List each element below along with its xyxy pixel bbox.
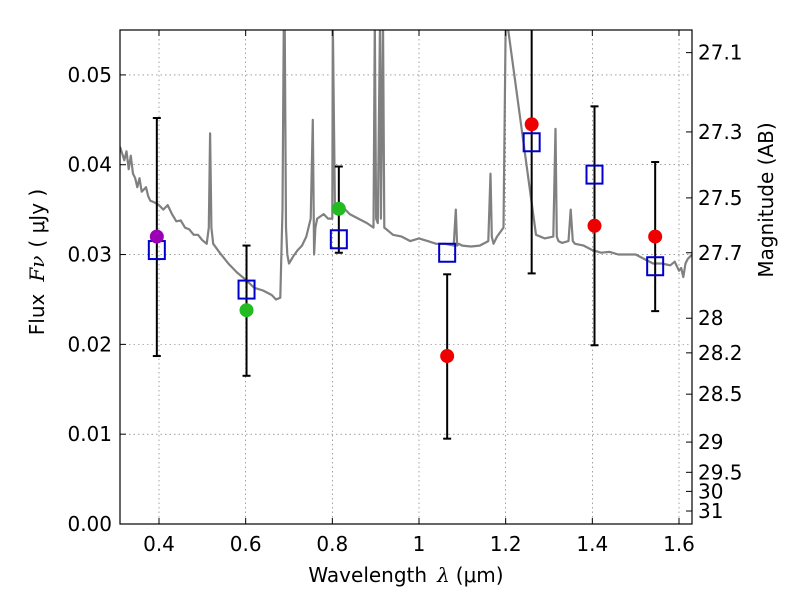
mag-tick-label: 27.5 [698, 186, 743, 210]
x-tick-label: 0.8 [316, 532, 348, 556]
model-flux-marker [585, 164, 604, 185]
plot-frame [119, 29, 693, 525]
x-tick-label: 1.6 [663, 532, 695, 556]
template-spectrum-line [120, 30, 692, 301]
mag-tick-label: 28 [698, 306, 723, 330]
y-axis-label-unit: ( μJy ) [25, 189, 49, 248]
marker-layer [147, 117, 665, 364]
x-tick-label: 0.4 [143, 532, 175, 556]
y-tick-label: 0.05 [67, 63, 112, 87]
observed-flux-point [524, 117, 539, 132]
x-axis-label-unit: (μm) [456, 563, 504, 587]
model-flux-marker [438, 242, 457, 263]
y-tick-label: 0.03 [67, 243, 112, 267]
observed-flux-point [648, 229, 663, 244]
grid-layer [120, 30, 692, 525]
model-flux-marker [646, 256, 665, 277]
y-tick-label: 0.01 [67, 422, 112, 446]
model-flux-marker [522, 132, 541, 153]
mag-tick-label: 29 [698, 430, 723, 454]
errorbar-layer [152, 30, 660, 440]
y-axis-label-text: Flux [25, 293, 49, 335]
mag-tick-label: 27.1 [698, 41, 743, 65]
y-axis-label: Flux Fν ( μJy ) [25, 189, 49, 335]
x-tick-label: 1.2 [490, 532, 522, 556]
observed-flux-point [239, 303, 254, 318]
observed-flux-point [440, 349, 455, 364]
x-tick-label: 1.4 [576, 532, 608, 556]
x-axis-label-symbol: λ [436, 563, 450, 587]
mag-tick-label: 29.5 [698, 460, 743, 484]
y-tick-label: 0.02 [67, 332, 112, 356]
observed-flux-point [331, 201, 346, 216]
mag-tick-label: 27.7 [698, 241, 743, 265]
tick-layer: 0.4 0.6 0.8 1 1.2 1.4 1.6 0.00 0.01 0.02 0.03 0.04 0… [67, 30, 743, 556]
x-axis-label: Wavelength λ (μm) [308, 563, 503, 587]
y-tick-label: 0.00 [67, 512, 112, 536]
mag-tick-label: 27.3 [698, 120, 743, 144]
x-tick-label: 0.6 [230, 532, 262, 556]
mag-tick-label: 31 [698, 499, 723, 523]
y2-axis-label: Magnitude (AB) [754, 122, 778, 277]
mag-tick-label: 28.2 [698, 341, 743, 365]
x-axis-label-text: Wavelength [308, 563, 427, 587]
model-flux-marker [329, 229, 348, 250]
mag-tick-label: 30 [698, 479, 723, 503]
observed-flux-point [149, 229, 164, 244]
template-spectrum-layer [120, 30, 692, 301]
x-tick-label: 1 [413, 532, 426, 556]
model-flux-marker [237, 279, 256, 300]
y-tick-label: 0.04 [67, 153, 112, 177]
observed-flux-point [587, 218, 602, 233]
y-axis-label-symbol: Fν [25, 256, 49, 283]
mag-tick-label: 28.5 [698, 382, 743, 406]
